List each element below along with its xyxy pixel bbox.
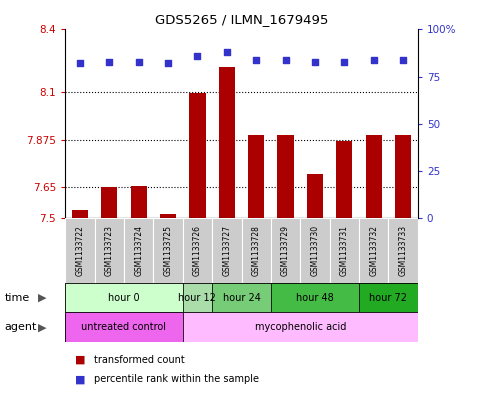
- Text: ▶: ▶: [38, 322, 47, 332]
- FancyBboxPatch shape: [271, 283, 359, 312]
- Text: GSM1133733: GSM1133733: [398, 225, 408, 276]
- Text: GSM1133722: GSM1133722: [75, 225, 85, 276]
- Text: time: time: [5, 293, 30, 303]
- FancyBboxPatch shape: [329, 218, 359, 283]
- Point: [194, 53, 201, 59]
- Point: [135, 59, 142, 65]
- Point: [105, 59, 113, 65]
- Bar: [366, 135, 382, 218]
- Bar: [278, 135, 294, 218]
- Text: GDS5265 / ILMN_1679495: GDS5265 / ILMN_1679495: [155, 13, 328, 26]
- Text: GSM1133724: GSM1133724: [134, 225, 143, 276]
- Point: [164, 60, 172, 66]
- Bar: [189, 94, 205, 218]
- Point: [223, 49, 231, 55]
- FancyBboxPatch shape: [124, 218, 154, 283]
- Text: untreated control: untreated control: [82, 322, 167, 332]
- Text: GSM1133731: GSM1133731: [340, 225, 349, 276]
- FancyBboxPatch shape: [212, 218, 242, 283]
- Bar: [336, 141, 353, 218]
- Text: percentile rank within the sample: percentile rank within the sample: [94, 374, 259, 384]
- Text: GSM1133726: GSM1133726: [193, 225, 202, 276]
- Text: ■: ■: [75, 354, 85, 365]
- Text: agent: agent: [5, 322, 37, 332]
- Text: hour 72: hour 72: [369, 293, 408, 303]
- FancyBboxPatch shape: [65, 283, 183, 312]
- Text: mycophenolic acid: mycophenolic acid: [255, 322, 346, 332]
- Text: GSM1133730: GSM1133730: [311, 225, 319, 276]
- Text: transformed count: transformed count: [94, 354, 185, 365]
- FancyBboxPatch shape: [300, 218, 329, 283]
- FancyBboxPatch shape: [359, 283, 418, 312]
- Point: [370, 57, 378, 63]
- Bar: [72, 210, 88, 218]
- Text: GSM1133723: GSM1133723: [105, 225, 114, 276]
- Bar: [248, 135, 264, 218]
- FancyBboxPatch shape: [388, 218, 418, 283]
- Point: [341, 59, 348, 65]
- Point: [76, 60, 84, 66]
- FancyBboxPatch shape: [359, 218, 388, 283]
- FancyBboxPatch shape: [95, 218, 124, 283]
- Text: GSM1133729: GSM1133729: [281, 225, 290, 276]
- Text: hour 48: hour 48: [296, 293, 334, 303]
- Text: GSM1133727: GSM1133727: [222, 225, 231, 276]
- Bar: [395, 135, 411, 218]
- Text: hour 24: hour 24: [223, 293, 260, 303]
- Text: GSM1133725: GSM1133725: [164, 225, 172, 276]
- Text: GSM1133732: GSM1133732: [369, 225, 378, 276]
- FancyBboxPatch shape: [183, 218, 212, 283]
- FancyBboxPatch shape: [183, 283, 212, 312]
- FancyBboxPatch shape: [183, 312, 418, 342]
- FancyBboxPatch shape: [242, 218, 271, 283]
- Point: [311, 59, 319, 65]
- Bar: [219, 67, 235, 218]
- FancyBboxPatch shape: [271, 218, 300, 283]
- Bar: [101, 187, 117, 218]
- Text: hour 12: hour 12: [179, 293, 216, 303]
- Text: ▶: ▶: [38, 293, 47, 303]
- Text: ■: ■: [75, 374, 85, 384]
- Bar: [307, 174, 323, 218]
- Text: hour 0: hour 0: [108, 293, 140, 303]
- Point: [399, 57, 407, 63]
- FancyBboxPatch shape: [65, 312, 183, 342]
- Text: GSM1133728: GSM1133728: [252, 225, 261, 276]
- FancyBboxPatch shape: [154, 218, 183, 283]
- FancyBboxPatch shape: [65, 218, 95, 283]
- FancyBboxPatch shape: [212, 283, 271, 312]
- Bar: [160, 214, 176, 218]
- Bar: [130, 185, 147, 218]
- Point: [282, 57, 289, 63]
- Point: [252, 57, 260, 63]
